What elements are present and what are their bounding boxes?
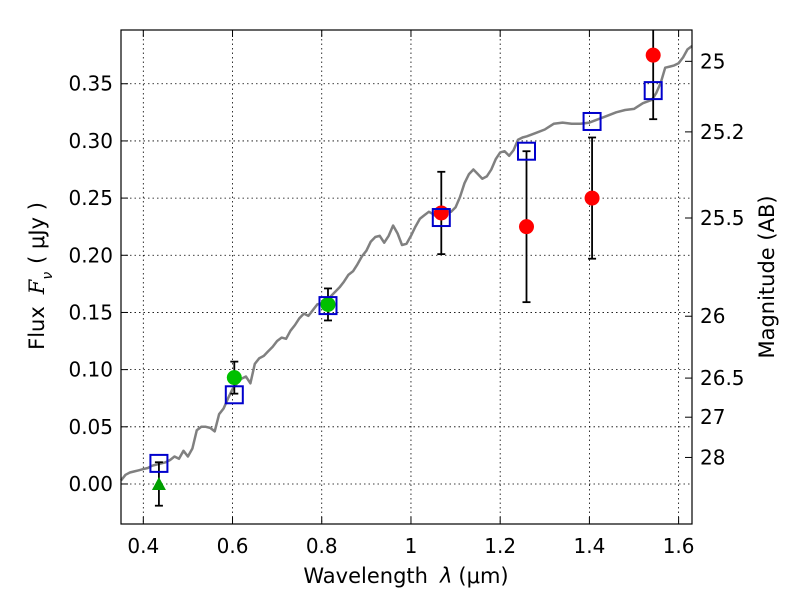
x-tick-label: 1 — [405, 534, 418, 558]
data-point-circle — [645, 47, 661, 63]
data-points-layer — [149, 30, 663, 507]
grid-lines — [121, 30, 692, 524]
y-tick-label: 0.15 — [68, 300, 113, 324]
y2-tick-label: 25 — [700, 49, 725, 73]
plot-frame — [120, 29, 693, 525]
y2-tick-label: 25.5 — [700, 206, 745, 230]
x-tick-label: 0.4 — [127, 534, 159, 558]
y-tick-label: 0.05 — [68, 415, 113, 439]
x-tick-label: 1.6 — [663, 534, 695, 558]
y-tick-label: 0.35 — [68, 72, 113, 96]
data-point-square — [431, 208, 451, 228]
data-point-circle — [433, 205, 449, 221]
data-point-triangle — [151, 476, 166, 490]
y-axis-title: FluxFν( μJy ) — [25, 202, 56, 350]
y2-tick-label: 27 — [700, 405, 725, 429]
data-point-circle — [518, 219, 534, 235]
x-axis-title: Wavelength λ (μm) — [303, 564, 508, 588]
data-point-square — [516, 141, 536, 161]
data-point-square — [318, 296, 338, 316]
x-tick-label: 0.6 — [217, 534, 249, 558]
y-tick-label: 0.20 — [68, 243, 113, 267]
x-tick-label: 1.4 — [573, 534, 605, 558]
x-tick-label: 0.8 — [306, 534, 338, 558]
data-point-square — [224, 385, 244, 405]
y-tick-label: 0.00 — [68, 472, 113, 496]
y2-tick-label: 26 — [700, 304, 725, 328]
y2-tick-label: 25.2 — [700, 120, 745, 144]
x-tick-label: 1.2 — [484, 534, 516, 558]
data-point-square — [149, 453, 169, 473]
y2-axis-title: Magnitude (AB) — [755, 195, 779, 358]
y2-tick-label: 26.5 — [700, 366, 745, 390]
model-spectrum-line — [120, 45, 693, 482]
data-point-circle — [226, 370, 242, 386]
model-spectrum-layer — [120, 45, 693, 482]
y-tick-label: 0.25 — [68, 186, 113, 210]
data-point-circle — [320, 296, 336, 312]
data-point-square — [582, 111, 602, 131]
data-point-square — [643, 81, 663, 101]
y-tick-label: 0.10 — [68, 358, 113, 382]
axes-layer: 0.4 0.6 0.8 1 1.2 1.4 1.6 0.00 0.05 0.10 0.15 0.20 0… — [68, 30, 745, 558]
y-tick-label: 0.30 — [68, 129, 113, 153]
y2-tick-label: 28 — [700, 445, 725, 469]
data-point-circle — [584, 190, 600, 206]
